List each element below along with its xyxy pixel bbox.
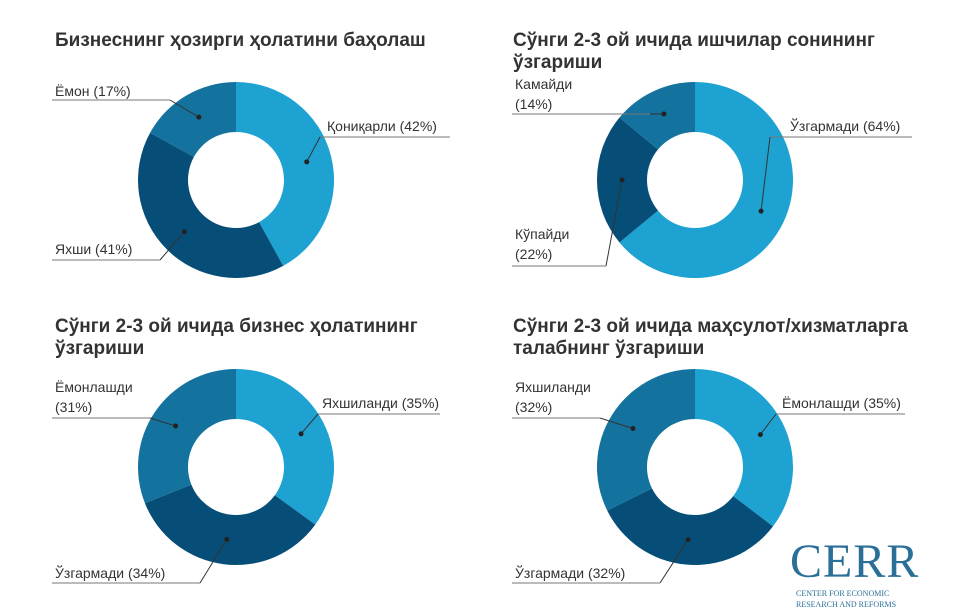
slice-label-1-3: Ёмон (17%) [55,83,131,99]
donut-slice-4-3 [597,369,695,511]
logo-line1: CENTER FOR ECONOMIC [796,589,890,598]
slice-label-3-2: Ўзгармади (34%) [55,564,165,581]
leader-dot [224,536,230,542]
donut-slice-2-1 [619,82,793,278]
logo-name: CERR [790,535,920,588]
slice-label-2-2: Кўпайди (22%) [515,226,569,262]
slice-label-4-1: Ёмонлашди (35%) [782,395,901,411]
leader-line [605,179,623,267]
leader-line [599,417,634,429]
donut-slice-1-3 [150,82,236,157]
donut-slice-3-3 [138,369,236,504]
leader-dot [304,159,310,165]
chart-title-3: Сўнги 2-3 ой ичида бизнес ҳолатининг ўзг… [55,316,418,359]
slice-label-3-3: Ёмонлашди (31%) [55,379,133,415]
chart-title-2: Сўнги 2-3 ой ичида ишчилар сонининг ўзга… [513,30,875,73]
leader-dot [685,537,691,543]
leader-dot [298,431,304,437]
leader-dot [196,114,202,120]
slice-label-3-1: Яхшиланди (35%) [322,395,439,411]
donut-slice-1-1 [236,82,334,266]
slice-label-4-2: Ўзгармади (32%) [515,564,625,581]
slice-label-1-2: Яхши (41%) [55,241,132,257]
logo-line2: RESEARCH AND REFORMS [796,600,897,609]
slice-label-4-3: Яхшиланди (32%) [515,379,591,415]
leader-line [199,539,228,584]
leader-dot [757,432,763,438]
donut-slice-3-2 [144,484,316,565]
slice-label-2-1: Ўзгармади (64%) [790,117,900,134]
donut-slice-2-3 [619,82,695,150]
leader-line [149,417,176,427]
slice-label-1-1: Қониқарли (42%) [327,118,437,134]
leader-dot [758,208,764,214]
leader-line [659,539,689,584]
leader-dot [181,229,187,235]
leader-line [159,231,185,261]
donut-slice-1-2 [138,132,284,278]
chart-title-1: Бизнеснинг ҳозирги ҳолатини баҳолаш [55,30,426,51]
donut-slice-4-2 [607,488,773,565]
leader-dot [661,111,667,117]
donut-slice-3-1 [236,369,334,525]
chart-title-4: Сўнги 2-3 ой ичида маҳсулот/хизматларга … [513,316,908,359]
leader-line [300,413,319,435]
leader-dot [630,426,636,432]
donut-slice-4-1 [695,368,793,527]
leader-line [760,136,771,212]
leader-line [169,99,200,118]
leader-dot [619,177,625,183]
leader-line [760,413,777,435]
leader-dot [173,423,179,429]
slice-label-2-3: Камайди (14%) [515,76,572,112]
cerr-logo: CERR CENTER FOR ECONOMIC RESEARCH AND RE… [790,536,975,610]
donut-slice-2-2 [596,117,659,243]
leader-line [306,136,321,163]
